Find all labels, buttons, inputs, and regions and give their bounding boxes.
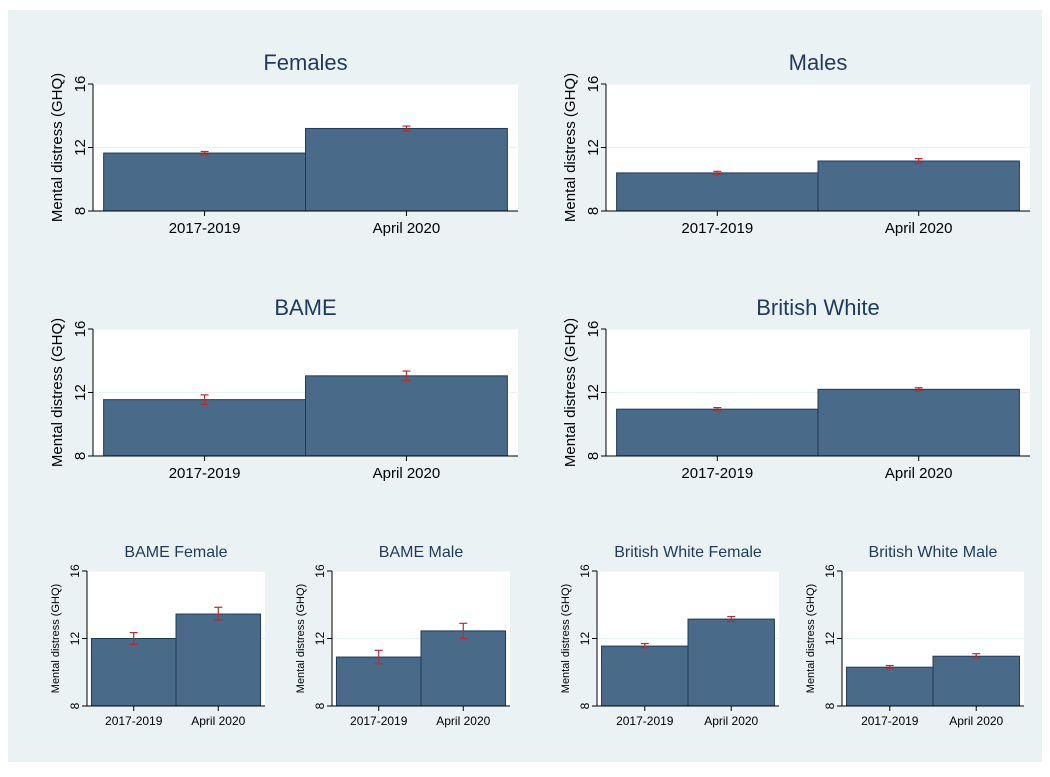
x-tick-label: April 2020 [885, 465, 953, 482]
x-tick-label: 2017-2019 [350, 714, 408, 728]
y-tick-label: 12 [585, 139, 602, 156]
bar [103, 399, 306, 457]
y-tick-label: 8 [313, 702, 327, 709]
chart-title: BAME Male [379, 544, 464, 561]
chart-title: British White Male [869, 544, 998, 561]
x-tick-label: April 2020 [191, 714, 245, 728]
y-tick-label: 16 [823, 564, 837, 578]
y-tick-label: 12 [72, 384, 89, 401]
bar [616, 408, 819, 457]
bar [601, 645, 689, 707]
bar [932, 655, 1020, 707]
y-axis-title: Mental distress (GHQ) [295, 584, 307, 693]
chart-panel-4: 8 12 16 2017-2019 April 2020 Mental distress … [562, 295, 1030, 482]
bar [817, 388, 1020, 457]
chart-title: British White Female [614, 544, 762, 561]
y-tick-label: 8 [585, 452, 602, 460]
y-tick-label: 12 [823, 632, 837, 646]
chart-title: BAME Female [124, 544, 227, 561]
bar [103, 152, 306, 212]
y-tick-label: 12 [313, 632, 327, 646]
y-tick-label: 8 [823, 702, 837, 709]
y-tick-label: 16 [72, 76, 89, 93]
chart-panel-1: 8 12 16 2017-2019 April 2020 Mental distress … [49, 50, 518, 237]
y-tick-label: 12 [68, 632, 82, 646]
y-axis-title: Mental distress (GHQ) [49, 73, 66, 222]
x-tick-label: 2017-2019 [169, 465, 241, 482]
x-tick-label: 2017-2019 [861, 714, 919, 728]
bar [305, 375, 508, 457]
bar [846, 666, 934, 707]
bar [335, 656, 422, 707]
y-tick-label: 16 [313, 564, 327, 578]
chart-panel-5: 8 12 16 2017-2019 April 2020 Mental distress … [50, 544, 265, 728]
y-tick-label: 8 [72, 452, 89, 460]
y-tick-label: 16 [585, 76, 602, 93]
x-tick-label: April 2020 [373, 465, 441, 482]
chart-title: BAME [274, 295, 336, 320]
y-axis-title: Mental distress (GHQ) [562, 73, 579, 222]
x-tick-label: April 2020 [704, 714, 758, 728]
y-axis-title: Mental distress (GHQ) [562, 318, 579, 467]
y-tick-label: 8 [585, 207, 602, 215]
y-axis-title: Mental distress (GHQ) [805, 584, 817, 693]
x-tick-label: April 2020 [436, 714, 490, 728]
x-tick-label: 2017-2019 [616, 714, 674, 728]
chart-panel-2: 8 12 16 2017-2019 April 2020 Mental distress … [562, 50, 1030, 237]
bar [175, 613, 262, 707]
y-tick-label: 16 [585, 321, 602, 338]
chart-panel-6: 8 12 16 2017-2019 April 2020 Mental distress … [295, 544, 510, 728]
chart-panel-7: 8 12 16 2017-2019 April 2020 Mental distress … [560, 544, 779, 728]
chart-title: British White [756, 295, 879, 320]
bar [305, 127, 508, 212]
x-tick-label: April 2020 [949, 714, 1003, 728]
bar [687, 618, 775, 707]
bar [90, 638, 177, 707]
y-tick-label: 8 [72, 207, 89, 215]
x-tick-label: 2017-2019 [105, 714, 163, 728]
chart-title: Males [789, 50, 848, 75]
y-tick-label: 12 [585, 384, 602, 401]
y-tick-label: 16 [578, 564, 592, 578]
x-tick-label: 2017-2019 [681, 220, 753, 237]
y-tick-label: 12 [578, 632, 592, 646]
y-tick-label: 8 [68, 702, 82, 709]
x-tick-label: 2017-2019 [169, 220, 241, 237]
bar [616, 172, 819, 212]
y-tick-label: 12 [72, 139, 89, 156]
chart-title: Females [263, 50, 347, 75]
bar [420, 630, 507, 707]
y-tick-label: 16 [68, 564, 82, 578]
y-tick-label: 16 [72, 321, 89, 338]
x-tick-label: April 2020 [885, 220, 953, 237]
y-axis-title: Mental distress (GHQ) [560, 584, 572, 693]
y-axis-title: Mental distress (GHQ) [49, 318, 66, 467]
x-tick-label: April 2020 [373, 220, 441, 237]
x-tick-label: 2017-2019 [681, 465, 753, 482]
bar [817, 160, 1020, 212]
y-tick-label: 8 [578, 702, 592, 709]
chart-panel-8: 8 12 16 2017-2019 April 2020 Mental distress … [805, 544, 1024, 728]
chart-panel-3: 8 12 16 2017-2019 April 2020 Mental distress … [49, 295, 518, 482]
y-axis-title: Mental distress (GHQ) [50, 584, 62, 693]
